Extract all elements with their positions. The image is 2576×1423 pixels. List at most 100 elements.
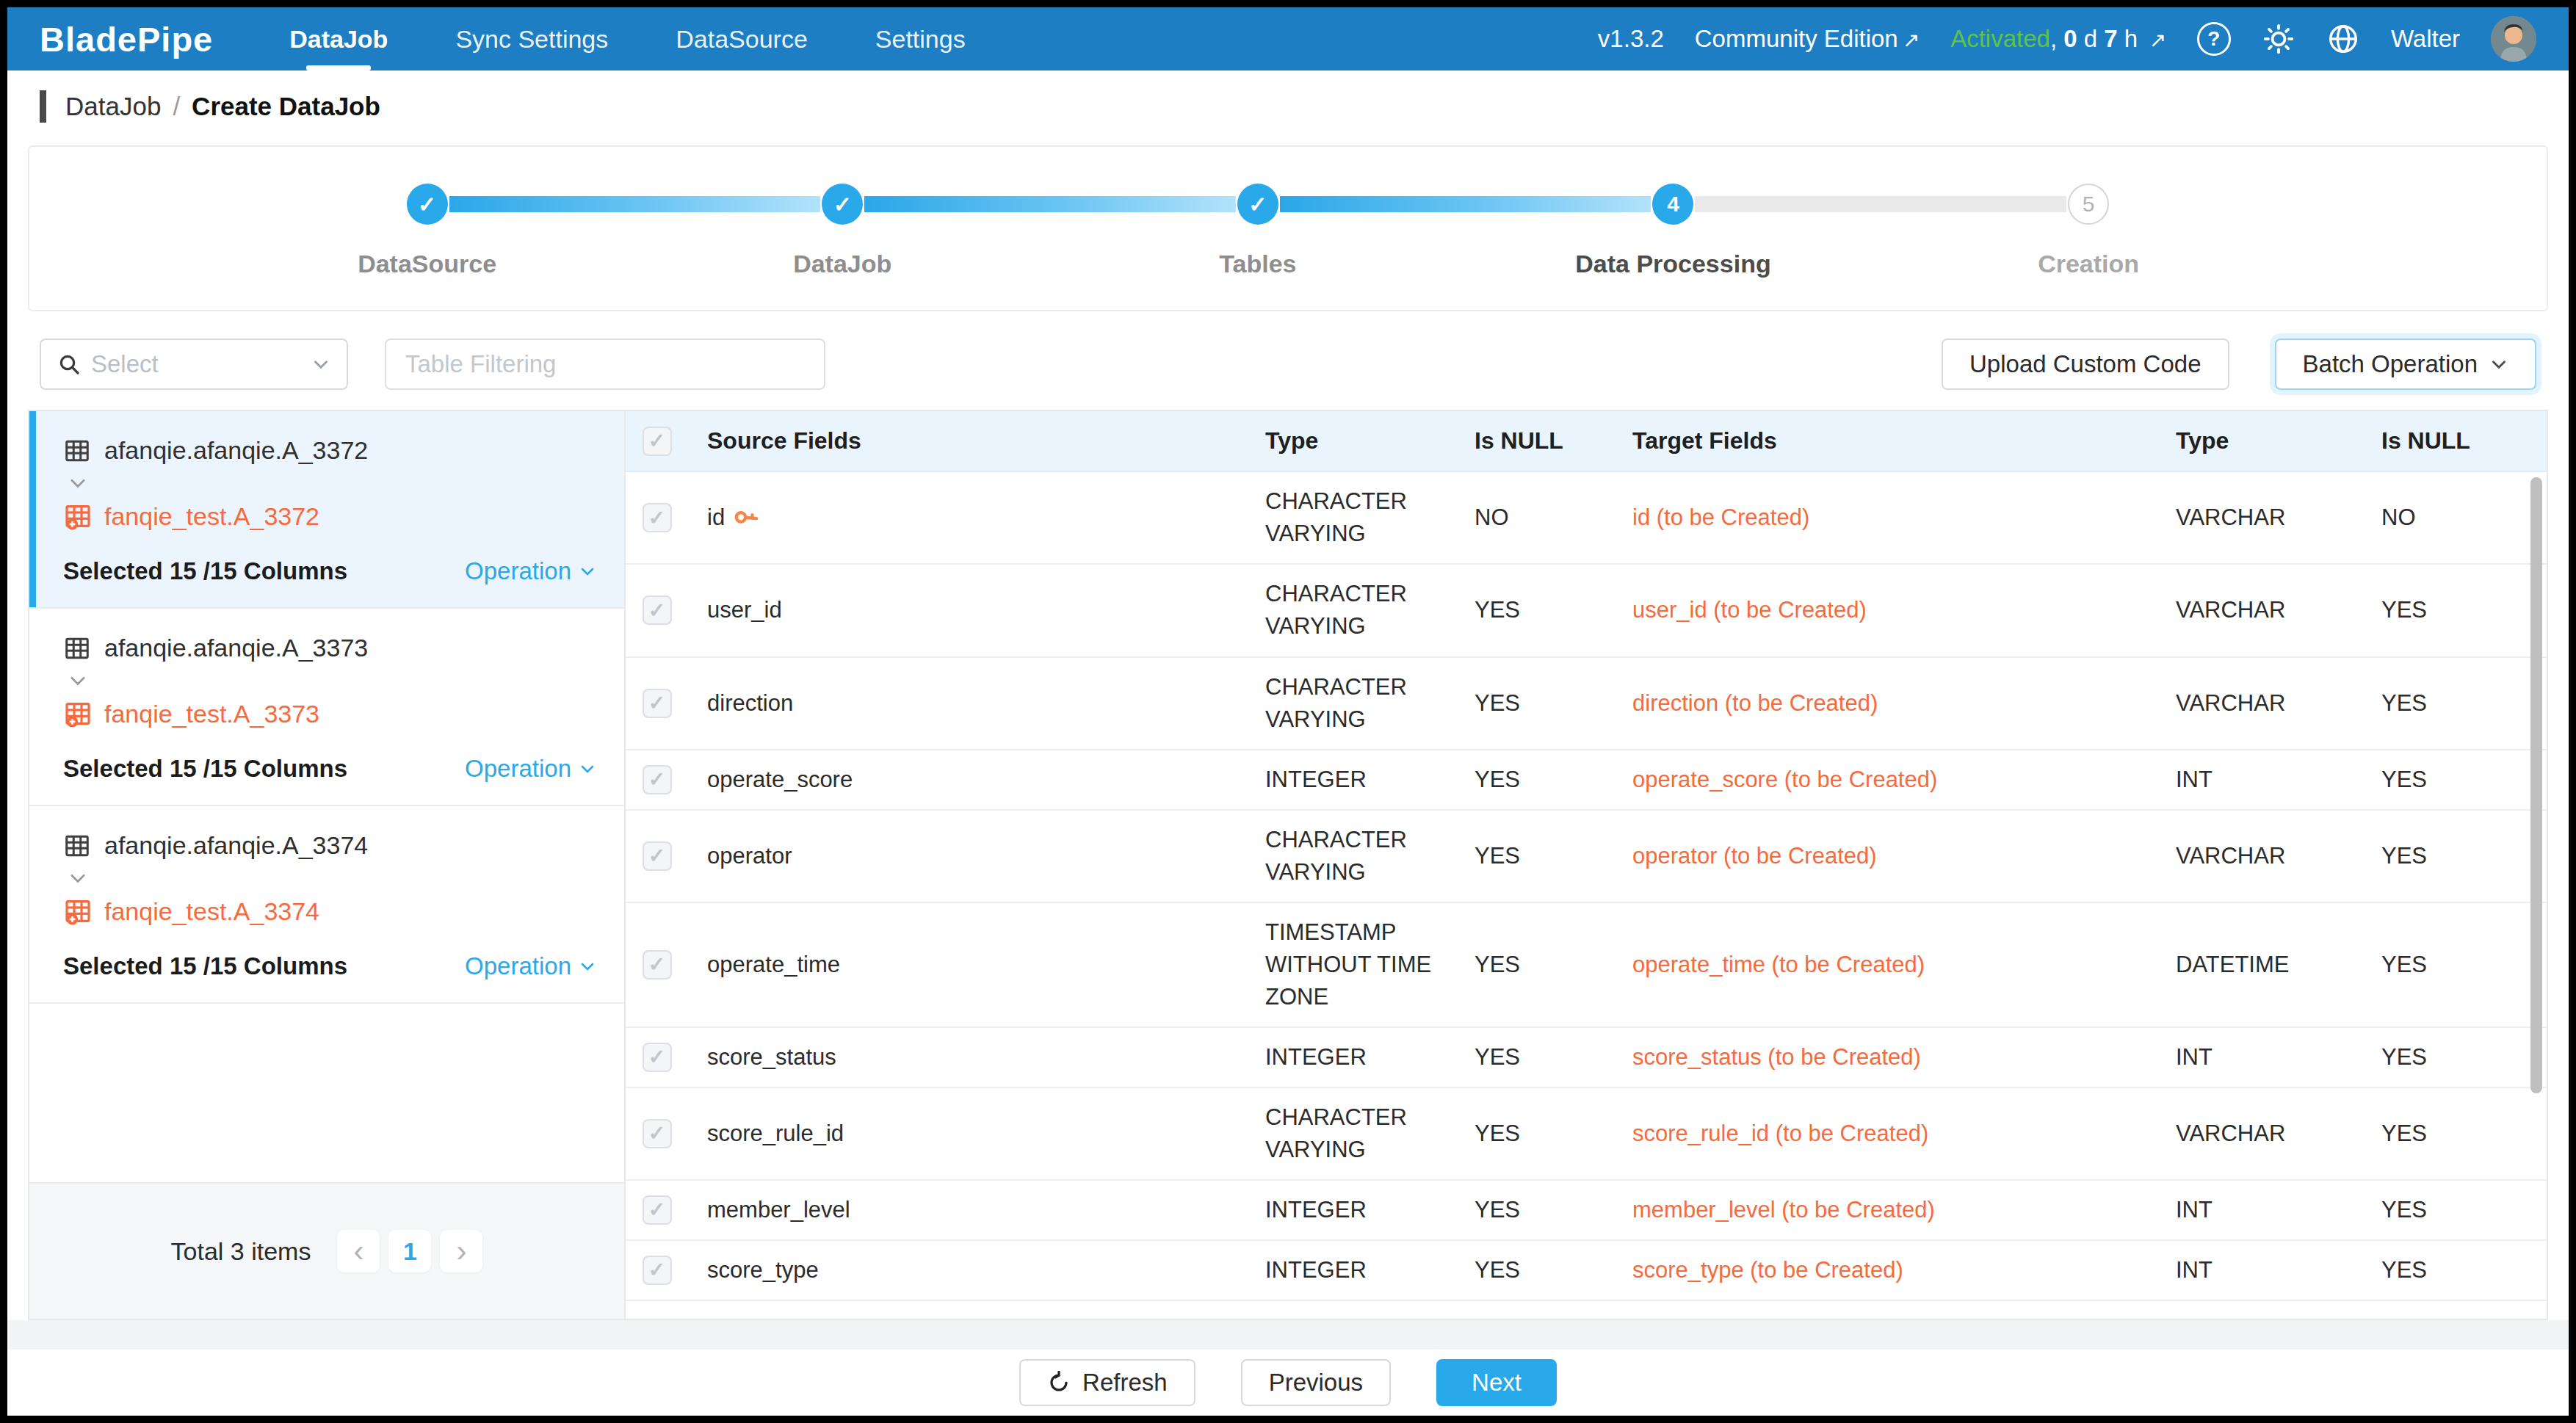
target-is-null: YES <box>2362 1317 2547 1319</box>
source-table-icon <box>63 634 91 662</box>
mapping-panel: afanqie.afanqie.A_3372 fanqie_test.A_337… <box>28 410 2548 1320</box>
breadcrumb: DataJob / Create DataJob <box>65 92 380 121</box>
upload-custom-code-button[interactable]: Upload Custom Code <box>1942 338 2229 390</box>
row-checkbox[interactable] <box>643 689 672 718</box>
batch-operation-button[interactable]: Batch Operation <box>2275 338 2536 390</box>
step-label: Data Processing <box>1519 250 1827 278</box>
row-checkbox[interactable] <box>643 1195 672 1225</box>
next-button[interactable]: Next <box>1436 1359 1557 1406</box>
total-items-label: Total 3 items <box>171 1237 311 1266</box>
source-field-type: CHARACTER VARYING <box>1246 1301 1455 1319</box>
operation-dropdown[interactable]: Operation <box>465 952 596 980</box>
map-arrow-down-icon <box>68 869 88 889</box>
search-icon <box>57 352 81 376</box>
target-field-type: INT <box>2157 1028 2362 1087</box>
source-field-type: CHARACTER VARYING <box>1246 472 1455 563</box>
selected-columns-label: Selected 15 /15 Columns <box>63 755 347 783</box>
field-row: operator CHARACTER VARYING YES operator … <box>626 811 2547 903</box>
operation-dropdown[interactable]: Operation <box>465 755 596 783</box>
table-body: id CHARACTER VARYING NO id (to be Create… <box>626 472 2547 1319</box>
row-checkbox[interactable] <box>643 503 672 532</box>
operation-dropdown[interactable]: Operation <box>465 557 596 585</box>
nav-tab-datasource[interactable]: DataSource <box>676 7 808 70</box>
target-table-create-icon <box>63 699 93 728</box>
source-is-null: YES <box>1455 827 1613 886</box>
target-table-name: fanqie_test.A_3373 <box>104 700 319 728</box>
target-field-name: score_type (to be Created) <box>1613 1241 2157 1300</box>
table-pair-item[interactable]: afanqie.afanqie.A_3373 fanqie_test.A_337… <box>29 609 624 806</box>
pagination-next-button[interactable]: › <box>440 1230 482 1272</box>
step-label: DataSource <box>273 250 582 278</box>
target-field-name: direction (to be Created) <box>1613 674 2157 733</box>
refresh-button[interactable]: Refresh <box>1019 1359 1195 1406</box>
row-checkbox[interactable] <box>643 1119 672 1148</box>
pagination-page-1[interactable]: 1 <box>388 1230 431 1272</box>
step-badge: ✓ <box>1237 184 1278 225</box>
help-icon[interactable]: ? <box>2197 22 2231 56</box>
table-filtering-input[interactable] <box>385 338 825 390</box>
step-label: Creation <box>1934 250 2243 278</box>
source-field-name: operator <box>707 840 792 872</box>
table-scrollbar <box>2530 477 2542 1310</box>
table-list-sidebar: afanqie.afanqie.A_3372 fanqie_test.A_337… <box>29 411 626 1319</box>
license-status[interactable]: Activated, 0 d 7 h ↗ <box>1950 25 2166 53</box>
brand-logo[interactable]: BladePipe <box>40 19 213 59</box>
source-table-name: afanqie.afanqie.A_3372 <box>104 436 368 465</box>
col-header-source-fields: Source Fields <box>688 411 1246 471</box>
target-is-null: YES <box>2362 1028 2547 1087</box>
target-field-name: operate_time (to be Created) <box>1613 935 2157 994</box>
step-connector <box>1695 196 2066 212</box>
nav-tab-settings[interactable]: Settings <box>875 7 966 70</box>
source-is-null: YES <box>1455 750 1613 809</box>
select-all-checkbox[interactable] <box>643 427 672 456</box>
row-checkbox[interactable] <box>643 1043 672 1072</box>
breadcrumb-accent-bar <box>40 90 46 123</box>
wizard-footer: Refresh Previous Next <box>7 1350 2569 1416</box>
source-field-name: score_type <box>707 1254 819 1286</box>
table-select-dropdown[interactable]: Select <box>40 338 348 390</box>
source-is-null: YES <box>1455 1317 1613 1319</box>
col-header-type: Type <box>1246 411 1455 471</box>
theme-sun-icon[interactable] <box>2262 22 2295 56</box>
col-header-target-fields: Target Fields <box>1613 411 2157 471</box>
target-is-null: YES <box>2362 581 2547 640</box>
field-row: score_rule_id CHARACTER VARYING YES scor… <box>626 1088 2547 1181</box>
user-avatar[interactable] <box>2491 16 2536 62</box>
pagination: ‹ 1 › <box>337 1230 482 1272</box>
step-label: Tables <box>1104 250 1412 278</box>
map-arrow-down-icon <box>68 671 88 692</box>
edition-link[interactable]: Community Edition↗ <box>1695 25 1920 53</box>
select-placeholder: Select <box>91 350 301 378</box>
primary-key-icon <box>731 502 761 533</box>
uptime-hours: 7 <box>2104 25 2117 52</box>
breadcrumb-parent[interactable]: DataJob <box>65 92 161 121</box>
table-pair-item[interactable]: afanqie.afanqie.A_3372 fanqie_test.A_337… <box>29 411 624 609</box>
target-is-null: NO <box>2362 488 2547 547</box>
target-is-null: YES <box>2362 674 2547 733</box>
row-checkbox[interactable] <box>643 950 672 980</box>
chevron-down-icon <box>2489 355 2508 374</box>
activated-label: Activated <box>1950 25 2050 52</box>
row-checkbox[interactable] <box>643 841 672 871</box>
nav-tab-datajob[interactable]: DataJob <box>289 7 388 70</box>
language-globe-icon[interactable] <box>2326 22 2360 56</box>
sidebar-footer: Total 3 items ‹ 1 › <box>29 1182 624 1319</box>
scrollbar-thumb[interactable] <box>2530 477 2542 1093</box>
table-pair-item[interactable]: afanqie.afanqie.A_3374 fanqie_test.A_337… <box>29 806 624 1004</box>
chevron-down-icon <box>579 957 596 975</box>
top-navbar: BladePipe DataJob Sync Settings DataSour… <box>7 7 2569 70</box>
target-field-name: member_level (to be Created) <box>1613 1181 2157 1239</box>
external-link-icon: ↗ <box>1903 29 1920 51</box>
table-header-row: Source Fields Type Is NULL Target Fields… <box>626 411 2547 472</box>
row-checkbox[interactable] <box>643 595 672 625</box>
row-checkbox[interactable] <box>643 765 672 794</box>
source-field-name: id <box>707 502 725 534</box>
nav-tab-sync-settings[interactable]: Sync Settings <box>455 7 608 70</box>
step-badge: ✓ <box>407 184 448 225</box>
row-checkbox[interactable] <box>643 1256 672 1285</box>
previous-button[interactable]: Previous <box>1241 1359 1391 1406</box>
pagination-prev-button[interactable]: ‹ <box>337 1230 380 1272</box>
username-label[interactable]: Walter <box>2391 25 2460 53</box>
step-connector <box>864 196 1236 212</box>
target-field-type: VARCHAR <box>2157 827 2362 886</box>
